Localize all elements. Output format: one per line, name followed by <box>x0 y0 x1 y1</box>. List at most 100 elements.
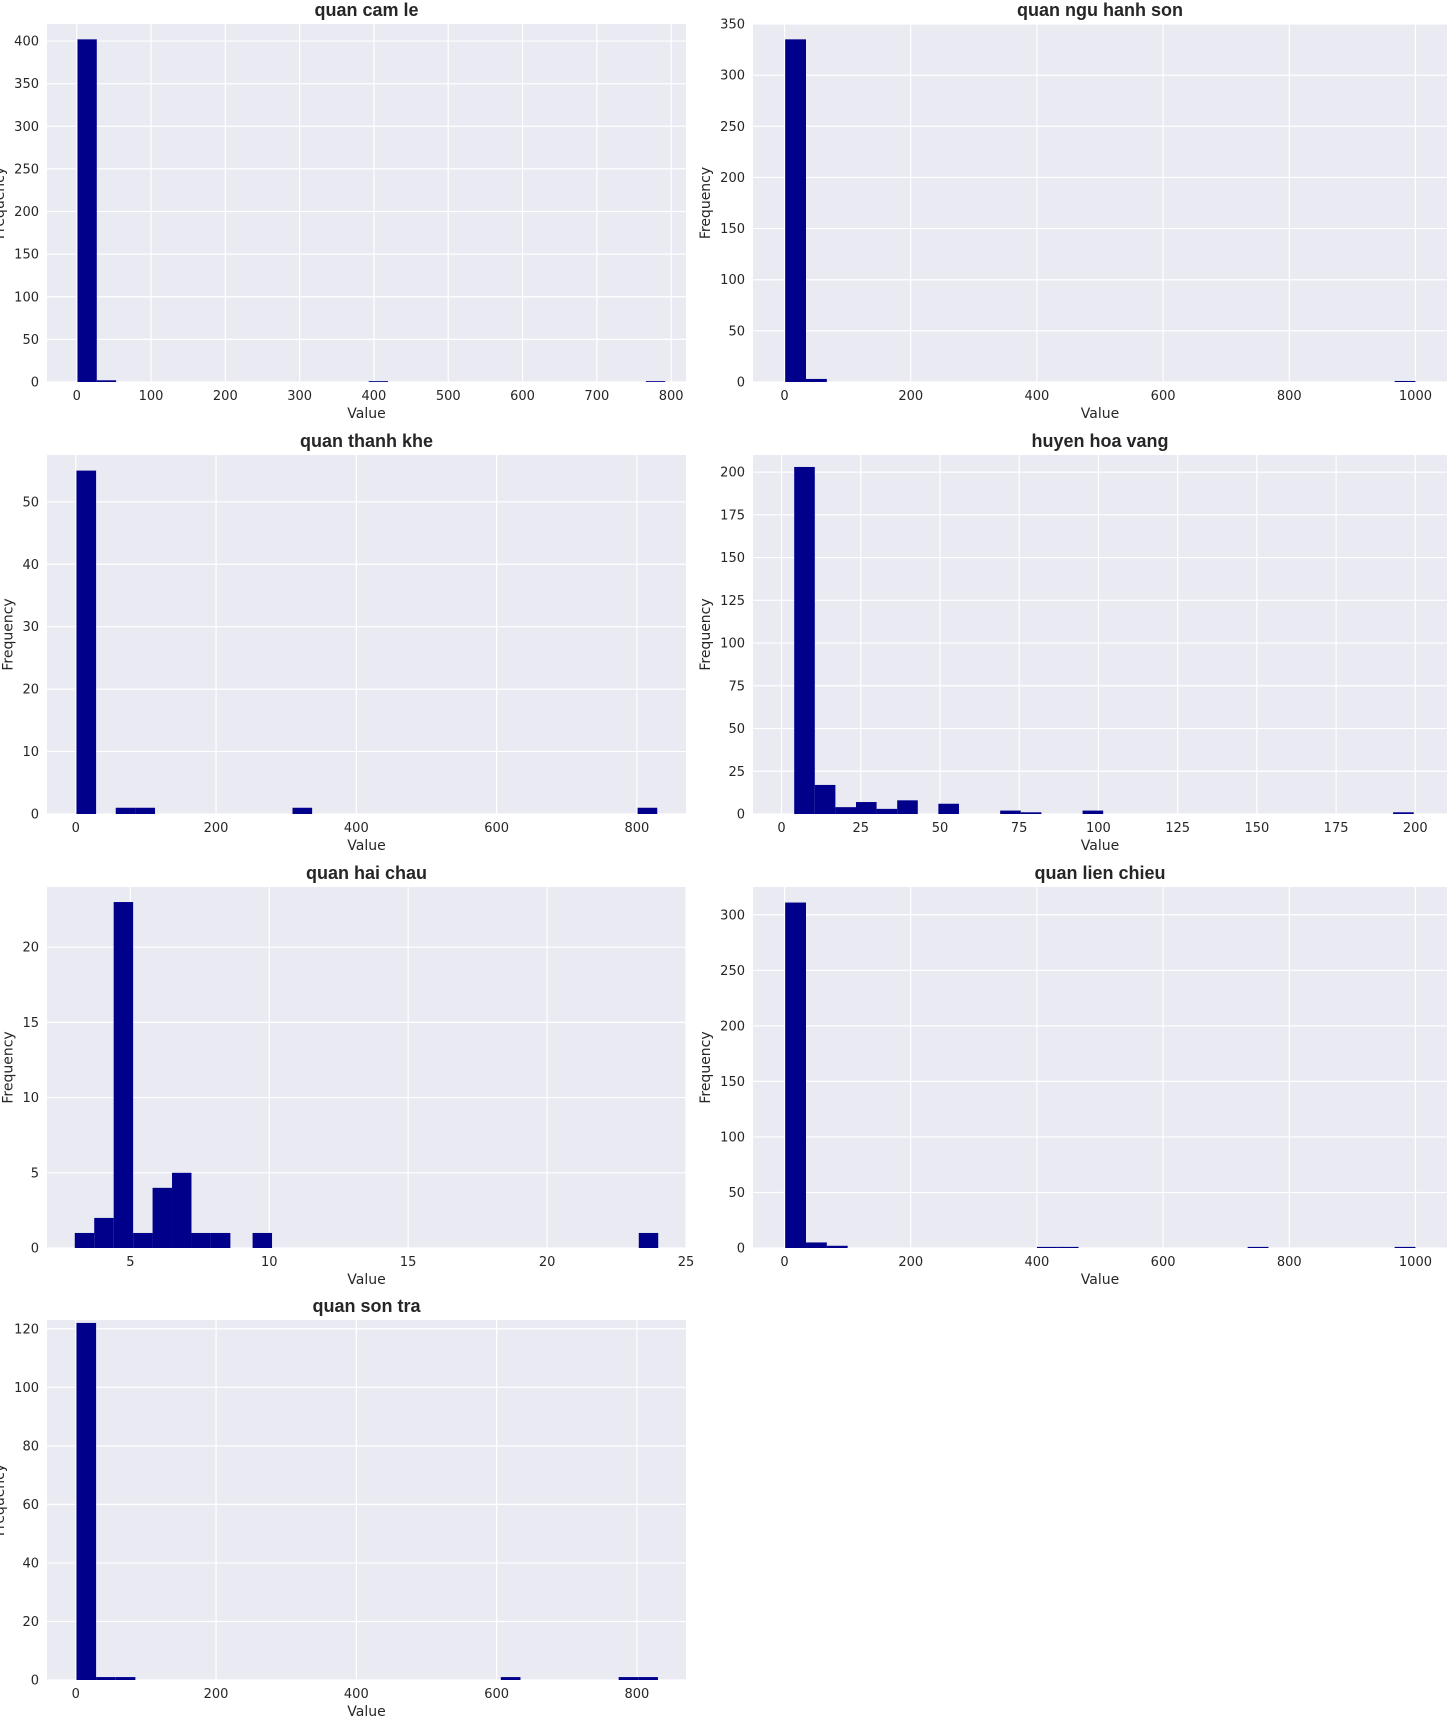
histogram-bar <box>637 807 658 814</box>
y-tick-label: 200 <box>720 171 745 186</box>
histogram-bar <box>805 378 827 382</box>
histogram-bar <box>135 807 156 814</box>
x-tick-label: 25 <box>678 1255 695 1270</box>
histogram-svg: 0 25 50 75 100 125 150 175 200 0 25 50 75 100 125 150 17… <box>698 431 1447 854</box>
histogram-bar <box>152 1187 173 1248</box>
x-tick-label: 200 <box>898 389 923 404</box>
y-tick-label: 50 <box>728 722 745 737</box>
y-tick-label: 150 <box>720 551 745 566</box>
y-tick-label: 100 <box>720 273 745 288</box>
x-tick-label: 1000 <box>1399 1255 1432 1270</box>
histogram-bar <box>876 808 898 814</box>
x-tick-label: 600 <box>484 821 509 836</box>
histogram-bar <box>76 1322 97 1680</box>
y-tick-label: 350 <box>720 18 745 33</box>
x-axis-label: Value <box>347 1704 385 1720</box>
y-tick-label: 10 <box>22 745 39 760</box>
x-tick-label: 200 <box>204 821 229 836</box>
y-tick-label: 0 <box>737 1242 745 1257</box>
y-tick-label: 120 <box>14 1322 39 1337</box>
histogram-bar <box>368 381 389 382</box>
x-tick-label: 500 <box>436 389 461 404</box>
y-tick-label: 0 <box>31 376 39 391</box>
x-tick-label: 600 <box>1151 1255 1176 1270</box>
y-tick-label: 250 <box>720 120 745 135</box>
y-tick-label: 350 <box>14 77 39 92</box>
y-tick-label: 100 <box>720 637 745 652</box>
histogram-bar <box>826 1245 848 1248</box>
x-tick-label: 800 <box>659 389 684 404</box>
panel-title: quan ngu hanh son <box>1017 0 1183 20</box>
y-axis-label: Frequency <box>698 598 714 670</box>
x-tick-label: 1000 <box>1399 389 1432 404</box>
y-axis-label: Frequency <box>0 167 8 239</box>
x-tick-label: 50 <box>932 821 949 836</box>
histogram-bar <box>210 1232 231 1248</box>
x-tick-label: 600 <box>1151 389 1176 404</box>
x-tick-label: 0 <box>777 821 785 836</box>
histogram-bar <box>1000 810 1021 814</box>
panel-title: quan hai chau <box>306 863 427 883</box>
histogram-bar <box>1393 812 1414 814</box>
y-tick-label: 20 <box>22 941 39 956</box>
histogram-svg: 5 10 15 20 25 0 5 10 15 20 quan hai chau Value Frequ… <box>0 863 695 1288</box>
histogram-svg: 0 200 400 600 800 1000 0 50 100 150 200 250 300 350 qu… <box>698 0 1447 422</box>
plot-area <box>753 455 1447 814</box>
histogram-panel: 5 10 15 20 25 0 5 10 15 20 quan hai chau Value Frequ… <box>0 863 720 1299</box>
plot-area <box>47 1320 686 1680</box>
y-tick-label: 50 <box>728 324 745 339</box>
histogram-bar <box>500 1677 521 1680</box>
histogram-panel: 0 200 400 600 800 0 10 20 30 40 50 quan thanh khe Va… <box>0 431 720 866</box>
histogram-bar <box>897 800 918 814</box>
histogram-bar <box>855 802 877 814</box>
histogram-bar <box>1057 1246 1079 1248</box>
x-axis-label: Value <box>347 1272 385 1288</box>
y-tick-label: 175 <box>720 508 745 523</box>
y-tick-label: 250 <box>14 162 39 177</box>
x-tick-label: 100 <box>139 389 164 404</box>
y-tick-label: 15 <box>22 1016 39 1031</box>
y-tick-label: 40 <box>22 1556 39 1571</box>
histogram-bar <box>133 1232 153 1248</box>
x-axis-label: Value <box>1081 406 1119 422</box>
x-tick-label: 125 <box>1165 821 1190 836</box>
y-tick-label: 250 <box>720 964 745 979</box>
histogram-bar <box>74 1232 95 1248</box>
x-tick-label: 15 <box>400 1255 417 1270</box>
histogram-panel: 0 200 400 600 800 1000 0 50 100 150 200 250 300 350 qu… <box>698 0 1447 433</box>
x-tick-label: 800 <box>1277 1255 1302 1270</box>
x-tick-label: 0 <box>780 1255 788 1270</box>
x-tick-label: 400 <box>344 821 369 836</box>
y-tick-label: 150 <box>720 222 745 237</box>
x-tick-label: 200 <box>213 389 238 404</box>
x-axis-label: Value <box>1081 1272 1119 1288</box>
x-tick-label: 0 <box>780 389 788 404</box>
y-tick-label: 25 <box>728 765 745 780</box>
plot-area <box>47 887 686 1248</box>
histogram-bar <box>785 902 806 1248</box>
histogram-panel: 0 200 400 600 800 1000 0 50 100 150 200 250 300 quan … <box>698 863 1447 1299</box>
histogram-bar <box>1394 380 1416 382</box>
x-tick-label: 0 <box>72 821 80 836</box>
y-axis-label: Frequency <box>0 1464 8 1536</box>
histogram-bar <box>292 807 313 814</box>
histogram-bar <box>1020 812 1042 814</box>
x-tick-label: 200 <box>1403 821 1428 836</box>
histogram-bar <box>638 1232 659 1248</box>
x-tick-label: 400 <box>1024 1255 1049 1270</box>
panel-title: huyen hoa vang <box>1031 431 1168 451</box>
y-tick-label: 50 <box>728 1186 745 1201</box>
x-tick-label: 400 <box>344 1687 369 1702</box>
plot-area <box>753 24 1447 382</box>
y-tick-label: 30 <box>22 620 39 635</box>
histogram-bar <box>252 1232 273 1248</box>
histogram-bar <box>113 902 134 1248</box>
y-tick-label: 20 <box>22 1615 39 1630</box>
y-axis-label: Frequency <box>698 1031 714 1103</box>
y-tick-label: 50 <box>22 495 39 510</box>
x-tick-label: 400 <box>1024 389 1049 404</box>
plot-area <box>47 455 686 814</box>
x-tick-label: 0 <box>72 1687 80 1702</box>
y-tick-label: 100 <box>720 1130 745 1145</box>
y-tick-label: 200 <box>720 466 745 481</box>
